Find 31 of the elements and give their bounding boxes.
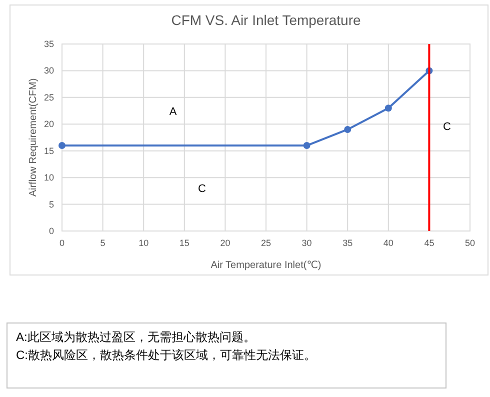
point (303, 142, 310, 150)
y-tick-label: 5 (48, 199, 54, 210)
y-tick-label: 20 (44, 119, 54, 130)
chart-title: CFM VS. Air Inlet Temperature (171, 12, 362, 28)
annotation: C (443, 121, 452, 133)
y-tick-label: 30 (44, 66, 54, 76)
x-tick-label: 20 (220, 238, 230, 248)
x-tick-label: 45 (424, 238, 434, 248)
point (344, 126, 352, 133)
x-axis-title: Air Temperature Inlet(℃) (210, 260, 322, 271)
text: A:此区域为散热过盈区，无需担心散热问题。 (16, 330, 256, 344)
y-tick-label: 35 (44, 39, 54, 49)
x-tick-label: 5 (100, 238, 106, 248)
annotation: A (169, 106, 178, 118)
y-tick-label: 0 (48, 226, 54, 236)
x-tick-label: 30 (302, 238, 312, 248)
y-tick-label: 15 (44, 146, 54, 156)
x-tick-label: 10 (138, 238, 149, 248)
text: C:散热风险区，散热条件处于该区域，可靠性无法保证。 (16, 348, 316, 362)
point (58, 142, 66, 150)
y-tick-label: 10 (44, 172, 54, 183)
x-tick-label: 40 (383, 238, 394, 248)
y-axis-title: Airflow Requirement(CFM) (28, 78, 39, 197)
x-tick-label: 35 (342, 238, 353, 248)
x-tick-label: 0 (59, 238, 65, 248)
point (384, 104, 392, 112)
x-tick-label: 15 (179, 238, 190, 248)
y-tick-label: 25 (44, 92, 54, 102)
x-tick-label: 25 (260, 238, 272, 248)
x-tick-label: 50 (464, 238, 476, 248)
annotation: C (198, 183, 206, 195)
